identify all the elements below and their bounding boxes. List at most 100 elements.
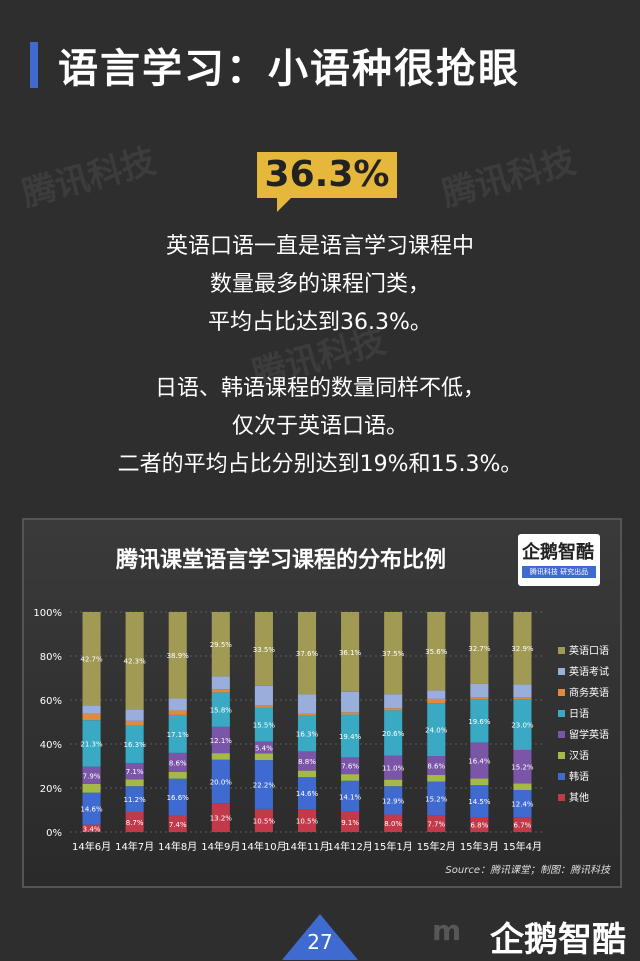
bar-segment — [125, 720, 144, 726]
bar-segment — [297, 751, 317, 771]
bar-segment — [341, 774, 360, 781]
highlight-value: 36.3% — [257, 152, 397, 212]
bar-segment — [427, 775, 446, 782]
bar-segment — [168, 698, 187, 711]
bar-segment — [384, 708, 403, 711]
bar-segment — [211, 759, 230, 804]
data-label: 8.6% — [169, 759, 187, 767]
bar-segment — [513, 789, 532, 818]
data-label: 22.2% — [253, 781, 276, 789]
chart-source: Source：腾讯课堂；制图：腾讯科技 — [445, 865, 610, 876]
bar-segment — [384, 710, 403, 756]
paragraph-line: 平均占比达到36.3%。 — [208, 310, 432, 335]
chart-title: 腾讯课堂语言学习课程的分布比例 — [116, 548, 447, 573]
data-label: 8.6% — [427, 763, 445, 771]
bar-segment — [341, 780, 360, 812]
legend-label: 韩语 — [569, 770, 589, 783]
bar-segment — [125, 786, 144, 812]
bar-segment — [168, 772, 187, 779]
data-label: 23.0% — [511, 722, 534, 730]
legend-swatch — [558, 752, 565, 759]
page-number: 27 — [307, 930, 333, 954]
bar-segment — [513, 749, 532, 784]
legend-swatch — [558, 731, 565, 738]
bar-segment — [513, 699, 532, 750]
x-tick-label: 15年2月 — [417, 840, 456, 853]
bar-segment — [254, 753, 273, 761]
x-tick-label: 14年6月 — [72, 840, 111, 853]
x-tick-label: 14年12月 — [327, 840, 372, 853]
data-label: 38.9% — [167, 652, 190, 660]
data-label: 7.7% — [427, 821, 445, 829]
data-label: 21.3% — [80, 740, 103, 748]
page-title: 语言学习：小语种很抢眼 — [58, 46, 520, 92]
legend-label: 英语口语 — [569, 644, 609, 657]
data-label: 33.5% — [253, 646, 276, 654]
bar-segment — [82, 720, 101, 767]
bar-segment — [297, 777, 317, 810]
data-label: 42.3% — [124, 658, 147, 666]
legend-swatch — [558, 794, 565, 801]
bar-segment — [211, 676, 230, 690]
data-label: 11.0% — [382, 765, 405, 773]
data-label: 8.0% — [384, 820, 402, 828]
data-label: 19.4% — [339, 733, 362, 741]
data-label: 32.9% — [511, 645, 534, 653]
data-label: 14.6% — [296, 790, 319, 798]
bar-segment — [211, 726, 230, 754]
x-tick-label: 14年10月 — [241, 840, 286, 853]
y-tick-label: 100% — [33, 608, 62, 619]
bar-segment — [297, 694, 317, 714]
bar-segment — [125, 762, 144, 780]
bar-segment — [341, 757, 360, 775]
paragraph-line: 数量最多的课程门类， — [209, 272, 430, 297]
bar-segment — [470, 683, 489, 698]
data-label: 12.9% — [382, 797, 405, 805]
bar-segment — [125, 709, 144, 721]
watermark: 腾讯科技 — [18, 140, 160, 215]
data-label: 16.3% — [296, 731, 319, 739]
data-label: 15.2% — [425, 795, 448, 803]
stacked-bar-chart: 0% 20% 40% 60% 80% 100% 3.4% 14.6% 7.9% 21.3% 42.7… — [33, 608, 609, 853]
data-label: 29.5% — [210, 641, 233, 649]
bar-segment — [427, 698, 446, 704]
data-label: 15.2% — [511, 764, 534, 772]
bar-segment — [513, 817, 532, 832]
bar-segment — [254, 612, 273, 686]
bar-segment — [427, 690, 446, 699]
footer-watermark: m — [432, 914, 462, 947]
paragraph-1: 英语口语一直是语言学习课程中 数量最多的课程门类， 平均占比达到36.3%。 — [0, 228, 640, 342]
bar-segment — [341, 691, 360, 713]
data-label: 19.6% — [468, 718, 491, 726]
data-label: 37.6% — [296, 650, 319, 658]
bar-segment — [168, 815, 187, 832]
bar-segment — [125, 811, 144, 832]
legend-swatch — [558, 710, 565, 717]
bar-segment — [384, 755, 403, 780]
bar-segment — [384, 612, 403, 695]
bar-segment — [211, 803, 230, 832]
data-label: 15.5% — [253, 722, 276, 730]
paragraph-line: 日语、韩语课程的数量同样不低， — [154, 376, 485, 401]
data-label: 37.5% — [382, 650, 405, 658]
x-tick-label: 15年4月 — [503, 840, 542, 853]
paragraph-2: 日语、韩语课程的数量同样不低， 仅次于英语口语。 二者的平均占比分别达到19%和… — [0, 370, 640, 484]
bar-segment — [254, 741, 273, 754]
data-label: 7.9% — [83, 772, 101, 780]
bar-segment — [82, 792, 101, 825]
bar-segment — [297, 715, 317, 752]
bar-segment — [254, 760, 273, 809]
paragraph-line: 二者的平均占比分别达到19%和15.3%。 — [117, 452, 523, 477]
bar-segment — [168, 714, 187, 753]
x-tick-label: 15年3月 — [460, 840, 499, 853]
bar-segment — [384, 694, 403, 709]
bar-segment — [168, 752, 187, 772]
data-label: 13.2% — [210, 815, 233, 823]
bar-segment — [470, 612, 489, 684]
legend-swatch — [558, 647, 565, 654]
bar-segment — [168, 612, 187, 699]
data-label: 8.7% — [126, 819, 144, 827]
bar-segment — [82, 783, 101, 793]
legend-label: 商务英语 — [569, 686, 609, 699]
data-label: 7.4% — [169, 821, 187, 829]
